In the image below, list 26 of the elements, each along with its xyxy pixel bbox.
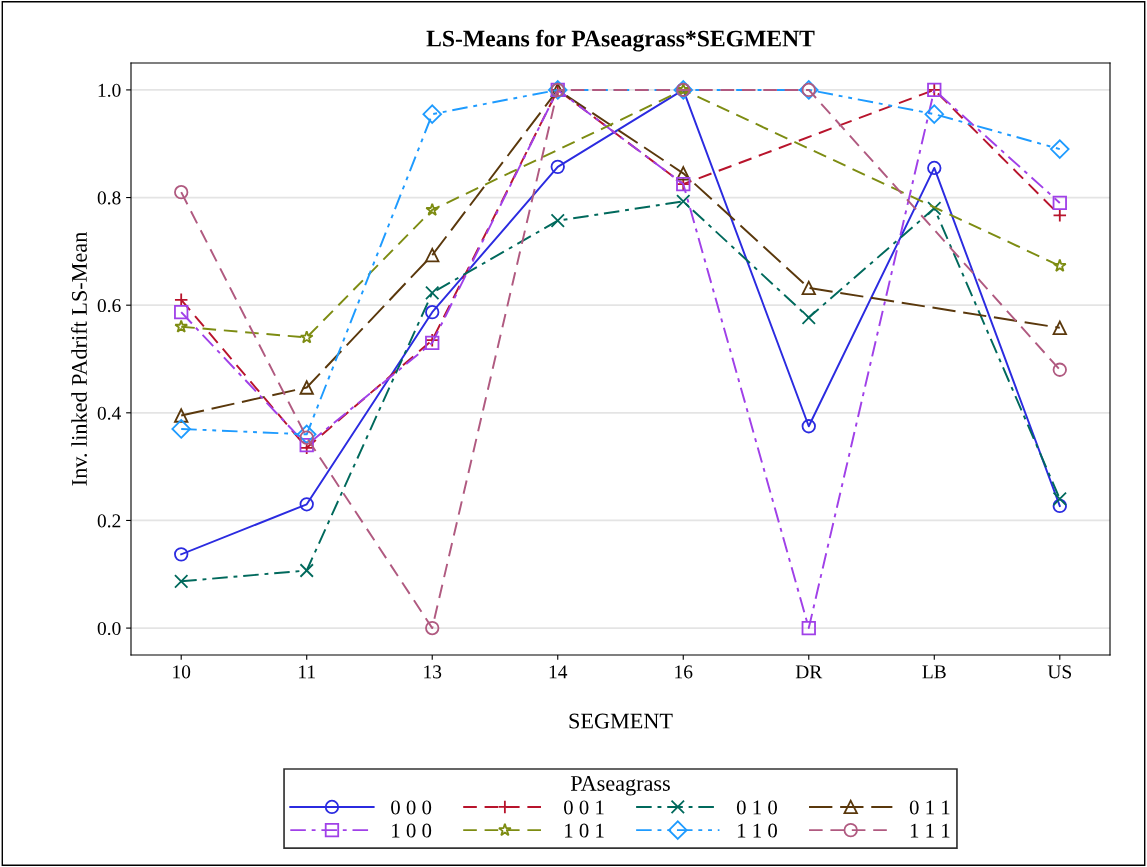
y-tick-label: 0.0 [97, 621, 121, 636]
x-axis-title: SEGMENT [569, 713, 673, 729]
legend-label: 0 0 1 [564, 800, 604, 815]
legend-label: 1 1 0 [737, 823, 777, 838]
legend-label: 0 1 0 [736, 800, 777, 815]
x-tick-label: 16 [675, 665, 693, 679]
y-axis-title: Inv. linked PAdrift LS-Mean [71, 232, 87, 486]
y-tick-label: 1.0 [98, 83, 121, 97]
y-tick-label: 0.4 [97, 406, 121, 420]
y-tick-label: 0.6 [97, 299, 121, 313]
x-tick-label: 11 [299, 665, 315, 679]
legend-label: 1 0 0 [392, 823, 432, 838]
legend-label: 1 0 1 [565, 823, 604, 838]
x-tick-label: US [1047, 665, 1072, 679]
x-tick-label: 10 [173, 665, 191, 679]
legend-label: 0 0 0 [391, 800, 432, 815]
legend-label: 1 1 1 [910, 823, 950, 838]
x-tick-label: LB [922, 665, 946, 679]
y-tick-label: 0.8 [97, 191, 121, 205]
x-tick-label: 13 [424, 665, 442, 679]
y-tick-label: 0.2 [97, 514, 121, 528]
legend-title: PAseagrass [570, 776, 670, 796]
x-tick-label: 14 [549, 665, 568, 679]
chart-title: LS-Means for PAseagrass*SEGMENT [426, 29, 815, 52]
x-tick-label: DR [795, 665, 823, 679]
legend-label: 0 1 1 [909, 800, 950, 815]
